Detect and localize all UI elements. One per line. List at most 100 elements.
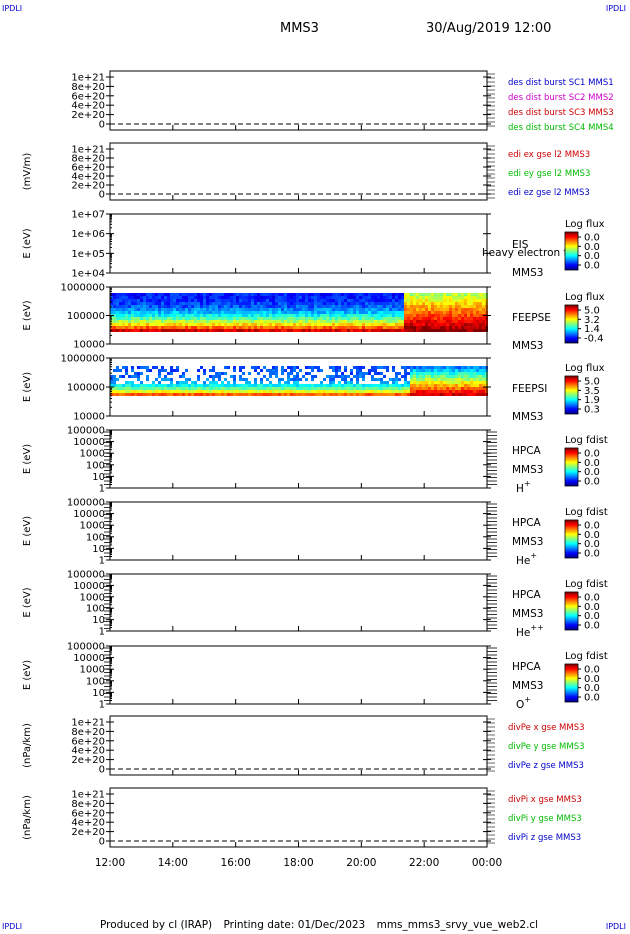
p4-cell bbox=[347, 317, 350, 320]
p10-frame bbox=[109, 715, 488, 776]
p5-cell bbox=[422, 381, 425, 384]
p4-cell bbox=[452, 311, 455, 314]
p4-cell bbox=[386, 302, 389, 305]
p5-cell bbox=[194, 381, 197, 384]
p4-cell bbox=[158, 305, 161, 308]
p5-cell bbox=[344, 369, 347, 372]
p4-cell bbox=[338, 293, 341, 296]
p5-cell bbox=[137, 387, 140, 390]
p4-cell bbox=[218, 296, 221, 299]
p4-cell bbox=[341, 317, 344, 320]
p5-cell bbox=[290, 393, 293, 396]
p5-cell bbox=[263, 387, 266, 390]
p5-cell bbox=[395, 375, 398, 378]
p5-cell bbox=[335, 387, 338, 390]
p4-cell bbox=[320, 314, 323, 317]
p4-cell bbox=[128, 326, 131, 329]
p4-cell bbox=[356, 326, 359, 329]
p5-cell bbox=[125, 390, 128, 393]
p4-cell bbox=[305, 302, 308, 305]
p5-cell bbox=[326, 387, 329, 390]
p4-cell bbox=[419, 302, 422, 305]
p4-cell bbox=[188, 320, 191, 323]
p4-cell bbox=[398, 296, 401, 299]
p7-ylabel: E (eV) bbox=[22, 516, 33, 546]
p5-cell bbox=[446, 384, 449, 387]
p3-ytick-label: 1e+07 bbox=[71, 210, 105, 221]
p4-cell bbox=[266, 308, 269, 311]
p5-cell bbox=[248, 393, 251, 396]
p9-ytick-label: 100000 bbox=[67, 642, 105, 653]
p4-cell bbox=[158, 329, 161, 332]
p5-cell bbox=[209, 384, 212, 387]
p4-cell bbox=[383, 305, 386, 308]
p5-cell bbox=[221, 381, 224, 384]
p4-cell bbox=[374, 323, 377, 326]
p5-cell bbox=[356, 384, 359, 387]
p4-cell bbox=[317, 323, 320, 326]
p4-cell bbox=[365, 329, 368, 332]
p4-cell bbox=[293, 323, 296, 326]
p4-cell bbox=[392, 293, 395, 296]
p5-cell bbox=[482, 384, 485, 387]
p4-cell bbox=[287, 299, 290, 302]
p4-cell bbox=[188, 305, 191, 308]
p4-cell bbox=[212, 308, 215, 311]
p4-cell bbox=[212, 314, 215, 317]
p4-cell bbox=[461, 323, 464, 326]
p4-cell bbox=[173, 329, 176, 332]
p4-cell bbox=[401, 302, 404, 305]
p5-cell bbox=[113, 381, 116, 384]
p5-cell bbox=[275, 387, 278, 390]
p5-cell bbox=[374, 393, 377, 396]
p4-cell bbox=[203, 314, 206, 317]
p5-cell bbox=[389, 384, 392, 387]
p4-cell bbox=[347, 323, 350, 326]
p4-cell bbox=[320, 296, 323, 299]
p4-cell bbox=[293, 293, 296, 296]
p4-cell bbox=[248, 299, 251, 302]
p4-colorbar-tick-label: 3.2 bbox=[584, 315, 600, 326]
p4-cell bbox=[467, 323, 470, 326]
p5-cell bbox=[425, 366, 428, 369]
p5-cell bbox=[362, 366, 365, 369]
p1-legend-entry: des dist burst SC3 MMS3 bbox=[508, 108, 614, 118]
p5-cell bbox=[434, 369, 437, 372]
p5-cell bbox=[467, 393, 470, 396]
p4-cell bbox=[350, 302, 353, 305]
p4-cell bbox=[194, 320, 197, 323]
p4-cell bbox=[380, 320, 383, 323]
p5-cell bbox=[341, 384, 344, 387]
p4-cell bbox=[407, 320, 410, 323]
p5-cell bbox=[230, 375, 233, 378]
p4-cell bbox=[242, 311, 245, 314]
p4-cell bbox=[416, 320, 419, 323]
p9-instrument-label: HPCA bbox=[512, 661, 542, 673]
p4-cell bbox=[218, 308, 221, 311]
p10-legend-entry: divPe x gse MMS3 bbox=[508, 723, 585, 733]
p5-cell bbox=[137, 366, 140, 369]
p4-cell bbox=[140, 323, 143, 326]
p5-cell bbox=[182, 375, 185, 378]
p4-cell bbox=[317, 329, 320, 332]
p5-cell bbox=[290, 366, 293, 369]
p4-cell bbox=[173, 293, 176, 296]
p4-cell bbox=[239, 323, 242, 326]
p4-cell bbox=[242, 314, 245, 317]
p4-cell bbox=[191, 302, 194, 305]
p5-cell bbox=[401, 366, 404, 369]
p4-cell bbox=[176, 308, 179, 311]
p5-cell bbox=[125, 384, 128, 387]
p4-cell bbox=[398, 305, 401, 308]
p4-cell bbox=[179, 329, 182, 332]
corner-label-bl: IPDLI bbox=[2, 922, 23, 931]
p5-cell bbox=[314, 387, 317, 390]
p4-cell bbox=[308, 293, 311, 296]
p5-cell bbox=[221, 384, 224, 387]
p5-cell bbox=[254, 366, 257, 369]
p4-cell bbox=[191, 317, 194, 320]
p4-cell bbox=[422, 317, 425, 320]
p4-cell bbox=[455, 329, 458, 332]
p4-cell bbox=[410, 305, 413, 308]
p11-legend-entry: divPi z gse MMS3 bbox=[508, 833, 581, 843]
